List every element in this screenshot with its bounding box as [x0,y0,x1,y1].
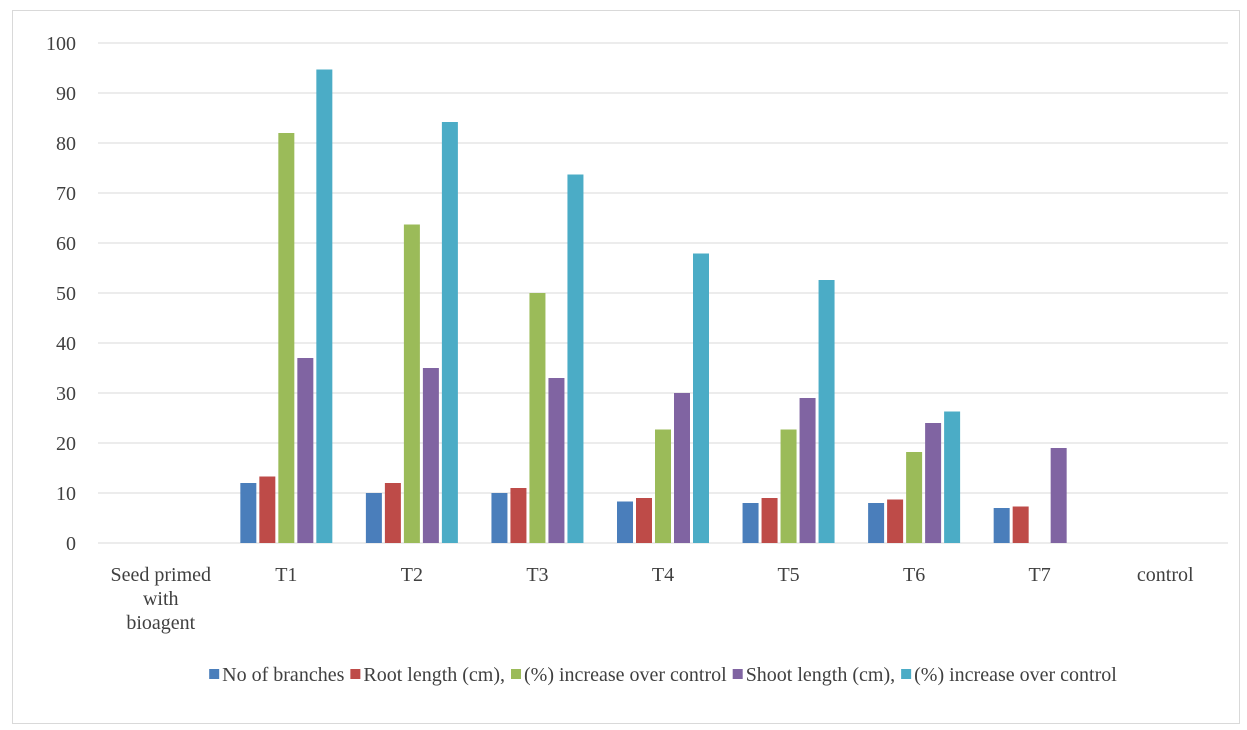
x-tick-label-line: T4 [652,564,674,586]
y-tick-label: 60 [56,233,76,255]
legend: No of branches Root length (cm), (%) incre… [209,664,1117,686]
legend-label: No of branches [222,664,344,686]
legend-swatch [511,669,522,679]
legend-swatch [350,669,361,679]
bar [259,476,276,543]
legend-item: Root length (cm), [350,664,505,686]
bar [693,253,709,543]
bar [799,398,816,543]
x-axis-tick-labels: Seed primed with bioagent T1 T2 T3 T4 T5 T6 T7 con… [111,564,1194,634]
legend-item: Shoot length (cm), [732,664,895,686]
y-tick-label: 80 [56,133,76,155]
chart-frame [12,10,1240,724]
bar [655,429,671,543]
bar [441,122,458,543]
bar [617,501,633,543]
x-tick-label: T3 [526,564,548,586]
x-tick-label-line: control [1137,564,1194,586]
bar [1012,506,1029,543]
bar [944,411,961,543]
y-tick-label: 0 [66,533,76,555]
bars [240,69,1067,543]
bar [868,503,885,543]
bar [316,69,333,543]
legend-label: Shoot length (cm), [746,664,895,686]
bar [240,483,257,543]
x-tick-label: T1 [275,564,297,586]
y-tick-label: 90 [56,83,76,105]
y-tick-label: 10 [56,483,76,505]
bar [422,368,439,543]
legend-swatch [732,669,743,679]
y-tick-label: 20 [56,433,76,455]
x-tick-label-line: bioagent [126,612,195,634]
legend-item: No of branches [209,664,345,686]
x-tick-label: T7 [1029,564,1051,586]
x-tick-label: T5 [777,564,799,586]
bar [529,293,546,543]
legend-item: (%) increase over control [511,664,727,686]
bar [674,393,690,543]
x-tick-label: T2 [401,564,423,586]
x-tick-label: Seed primed with bioagent [111,564,212,634]
bar [1050,448,1067,543]
legend-swatch [209,669,220,679]
bar [365,493,382,543]
x-tick-label-line: T7 [1029,564,1051,586]
x-tick-label: T6 [903,564,925,586]
x-tick-label-line: T1 [275,564,297,586]
legend-label: (%) increase over control [914,664,1117,686]
y-tick-label: 30 [56,383,76,405]
x-tick-label-line: with [143,588,179,610]
y-tick-label: 70 [56,183,76,205]
bar [761,498,778,543]
bar [993,508,1010,543]
bar [567,174,584,543]
bar [887,499,904,543]
bar [925,423,942,543]
bar [510,488,527,543]
y-tick-label: 40 [56,333,76,355]
y-axis-tick-labels: 0 10 20 30 40 50 60 70 80 90 100 [46,33,76,555]
x-tick-label-line: Seed primed [111,564,212,586]
legend-label: (%) increase over control [524,664,727,686]
bar [403,224,420,543]
x-tick-label-line: T3 [526,564,548,586]
bar [818,280,835,543]
bar [297,358,314,543]
x-tick-label: control [1137,564,1194,586]
bar [906,452,923,543]
bar [278,133,295,543]
x-tick-label-line: T5 [777,564,799,586]
bar [548,378,565,543]
bar [780,429,797,543]
y-tick-label: 100 [46,33,76,55]
legend-swatch [901,669,912,679]
bar [491,493,508,543]
x-tick-label: T4 [652,564,674,586]
bar [636,498,652,543]
bar [384,483,401,543]
x-tick-label-line: T2 [401,564,423,586]
legend-label: Root length (cm), [363,664,505,686]
bar [742,503,759,543]
y-tick-label: 50 [56,283,76,305]
x-tick-label-line: T6 [903,564,925,586]
legend-item: (%) increase over control [901,664,1117,686]
